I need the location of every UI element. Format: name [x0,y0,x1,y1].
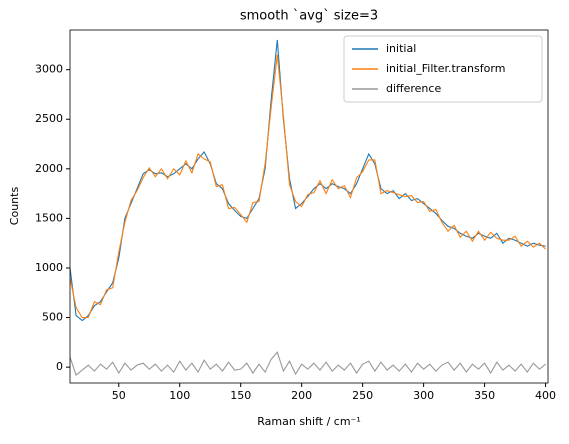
x-tick-label: 50 [112,389,126,402]
y-tick-label: 3000 [35,63,63,76]
y-tick-label: 0 [56,360,63,373]
chart-title: smooth `avg` size=3 [240,9,378,24]
x-tick-label: 400 [535,389,556,402]
legend-box [343,35,543,103]
line-series [70,351,546,376]
line-series [70,39,546,322]
legend-label: initial_Filter.transform [386,62,505,75]
y-tick-label: 500 [42,311,63,324]
y-axis-label: Counts [8,187,21,226]
x-tick-label: 100 [169,389,190,402]
x-tick-label: 250 [352,389,373,402]
y-tick-label: 1500 [35,211,63,224]
line-series [70,54,546,319]
x-tick-label: 300 [413,389,434,402]
y-tick-label: 1000 [35,261,63,274]
x-axis-label: Raman shift / cm⁻¹ [257,415,361,428]
y-tick-label: 2000 [35,162,63,175]
y-tick-label: 2500 [35,112,63,125]
plot-frame [69,29,549,384]
legend-label: initial [386,42,416,55]
x-tick-label: 200 [291,389,312,402]
x-tick-label: 150 [230,389,251,402]
x-tick-label: 350 [474,389,495,402]
legend-label: difference [386,82,441,95]
